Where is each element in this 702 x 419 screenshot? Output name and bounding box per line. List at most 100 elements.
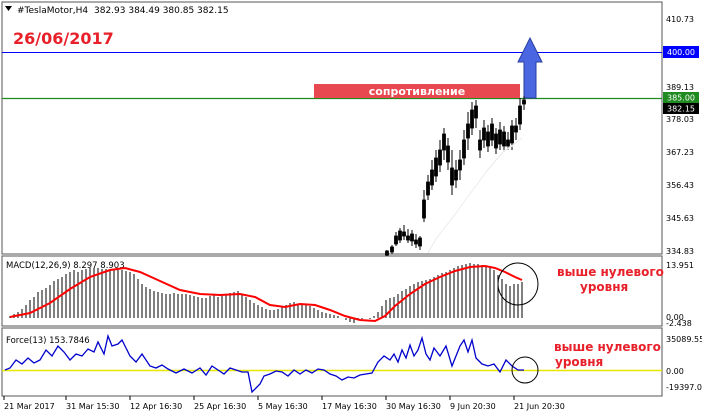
price-tick-410: 410.73: [666, 15, 694, 24]
force-index-line: [4, 333, 524, 394]
collapse-triangle-icon[interactable]: [5, 6, 12, 11]
candle: [458, 150, 462, 180]
candle: [394, 232, 398, 246]
time-tick-label: 21 Mar 2017: [4, 402, 55, 411]
candle-body: [494, 133, 498, 149]
candle-body: [406, 235, 410, 241]
time-tick-label: 31 Mar 15:30: [66, 402, 119, 411]
macd-signal-line: [9, 264, 523, 323]
candle-body: [466, 123, 470, 139]
candle: [434, 150, 438, 182]
force-note-line1: выше нулевого: [554, 340, 661, 354]
candle: [494, 128, 498, 154]
candle: [390, 245, 394, 254]
candle: [478, 130, 482, 158]
candle: [410, 230, 414, 246]
candle: [470, 102, 474, 135]
candle: [498, 122, 502, 150]
candle-body: [490, 123, 494, 141]
price-tick-334: 334.83: [666, 247, 694, 256]
resistance-label: сопротивление: [369, 85, 465, 98]
price-tick-345: 345.63: [666, 214, 694, 223]
price-tick-367: 367.23: [666, 148, 694, 157]
price-tick-378: 378.03: [666, 115, 694, 124]
candle-body: [518, 105, 522, 125]
time-tick-label: 21 Jun 20:30: [514, 402, 565, 411]
candle-body: [470, 109, 474, 129]
time-axis: 21 Mar 2017 31 Mar 15:30 12 Apr 16:30 25 Ap…: [3, 396, 565, 411]
candle: [474, 100, 478, 128]
candle-body: [418, 237, 422, 247]
price-marker-400: [663, 46, 699, 58]
macd-tick-zero: 0.00: [666, 313, 684, 322]
time-tick-label: 12 Apr 16:30: [130, 402, 182, 411]
up-arrow-icon: [517, 36, 543, 99]
force-tick-zero: 0.00: [666, 367, 684, 376]
candle-body: [446, 145, 450, 163]
macd-tick-bottom: -2.438: [666, 319, 692, 328]
candle: [385, 250, 389, 256]
candle: [430, 160, 434, 190]
macd-tick-top: 13.951: [666, 261, 694, 270]
price-axis: 410.73 389.13 378.03 367.23 356.43 345.6…: [663, 15, 699, 256]
time-tick-label: 25 Apr 16:30: [194, 402, 246, 411]
date-annotation: 26/06/2017: [13, 29, 114, 48]
candle: [426, 175, 430, 200]
candle: [418, 236, 422, 250]
time-tick-label: 30 May 16:30: [386, 402, 441, 411]
candle-body: [474, 105, 478, 119]
candle-body: [402, 231, 406, 237]
resistance-box: [314, 84, 520, 98]
macd-histogram: [9, 263, 523, 323]
candle: [450, 150, 454, 195]
candle-body: [522, 99, 526, 105]
candle-body: [462, 139, 466, 159]
candle: [466, 112, 470, 150]
candle-body: [442, 133, 446, 151]
candle: [490, 118, 494, 146]
macd-panel: [1, 255, 663, 327]
force-panel: [1, 327, 663, 397]
time-tick-label: 17 May 16:30: [322, 402, 377, 411]
candle: [506, 132, 510, 150]
candle-body: [478, 139, 482, 151]
candle: [454, 160, 458, 188]
moving-average-line-outline: [427, 137, 523, 254]
time-tick-label: 5 May 16:30: [258, 402, 308, 411]
macd-highlight-circle: [497, 262, 539, 306]
candle-body: [394, 235, 398, 245]
candle-body: [430, 169, 434, 186]
force-title: Force(13) 153.7846: [6, 336, 90, 346]
candle-body: [438, 149, 442, 166]
candle-body: [502, 131, 506, 147]
candle-body: [450, 167, 454, 186]
candle-body: [398, 230, 402, 241]
candle: [446, 138, 450, 170]
candle-body: [410, 233, 414, 242]
time-tick-label: 9 Jun 20:30: [450, 402, 496, 411]
chart-header: #TeslaMotor,H4 382.93 384.49 380.85 382.…: [5, 6, 229, 16]
force-tick-bottom: -19397.00: [666, 383, 702, 392]
candle: [462, 130, 466, 165]
candle: [522, 96, 526, 110]
macd-title: MACD(12,26,9) 8.297 8.903: [6, 261, 125, 271]
force-tick-top: 35089.55: [666, 335, 702, 344]
candle-body: [510, 125, 514, 144]
force-note-line2: уровня: [555, 355, 603, 369]
price-marker-385: [663, 92, 699, 103]
last-price-label: 382.15: [667, 105, 695, 114]
candle-body: [514, 125, 518, 133]
candle-body: [390, 246, 394, 253]
candle: [406, 229, 410, 243]
candle-body: [506, 139, 510, 147]
candle: [414, 234, 418, 248]
candle: [486, 125, 490, 152]
price-tick-356: 356.43: [666, 181, 694, 190]
last-price-marker: [663, 103, 699, 114]
candle-body: [434, 157, 438, 177]
candlestick-series: [385, 96, 526, 256]
price-panel: [1, 1, 663, 255]
candle: [442, 128, 446, 160]
